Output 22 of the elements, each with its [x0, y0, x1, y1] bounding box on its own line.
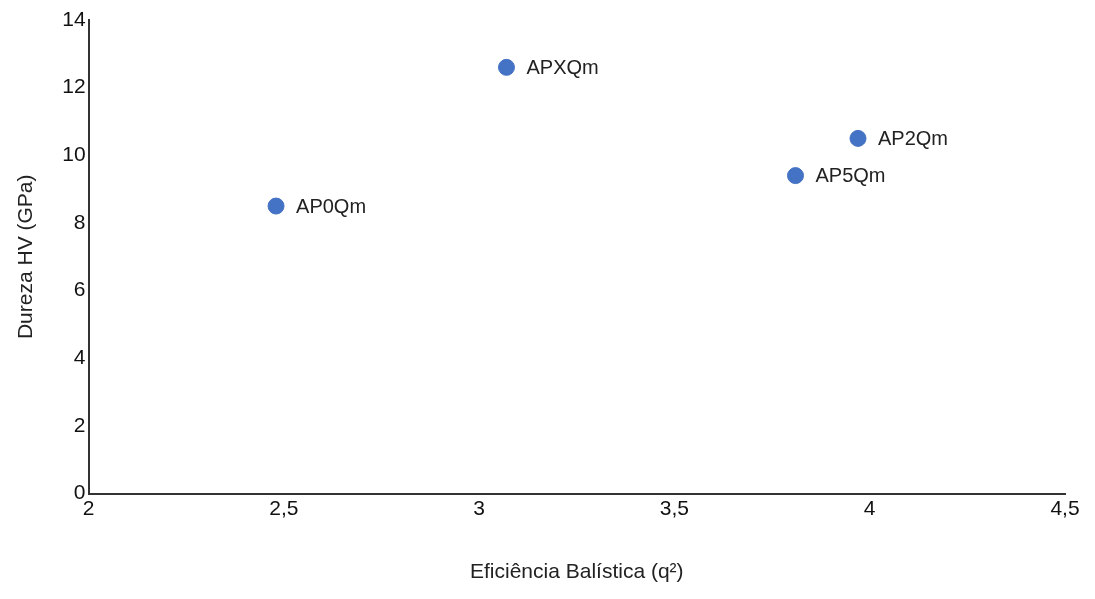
y-tick-label: 14	[62, 6, 86, 30]
x-tick-label: 3,5	[659, 496, 690, 519]
annotation: APXQm	[526, 55, 599, 78]
annotation: AP0Qm	[296, 194, 367, 217]
point	[787, 167, 804, 185]
y-axis-title: Dureza HV (GPa)	[13, 174, 37, 340]
annotation: AP5Qm	[815, 164, 886, 187]
x-tick-label: 4,5	[1050, 496, 1080, 519]
y-tick-label: 2	[73, 412, 86, 436]
point	[849, 129, 867, 147]
x-axis-title: Eficiência Balística (q²)	[469, 559, 684, 583]
x-tick-label: 2,5	[269, 496, 299, 519]
y-tick-label: 6	[73, 277, 86, 301]
point	[497, 58, 515, 76]
x-tick-label: 4	[863, 496, 876, 519]
y-tick-label: 12	[62, 74, 86, 98]
y-tick-label: 4	[73, 345, 86, 369]
annotation: AP2Qm	[877, 126, 949, 149]
y-tick-label: 10	[62, 142, 86, 166]
point	[267, 197, 285, 215]
y-tick-label: 8	[73, 209, 86, 233]
x-tick-label: 3	[473, 496, 485, 519]
